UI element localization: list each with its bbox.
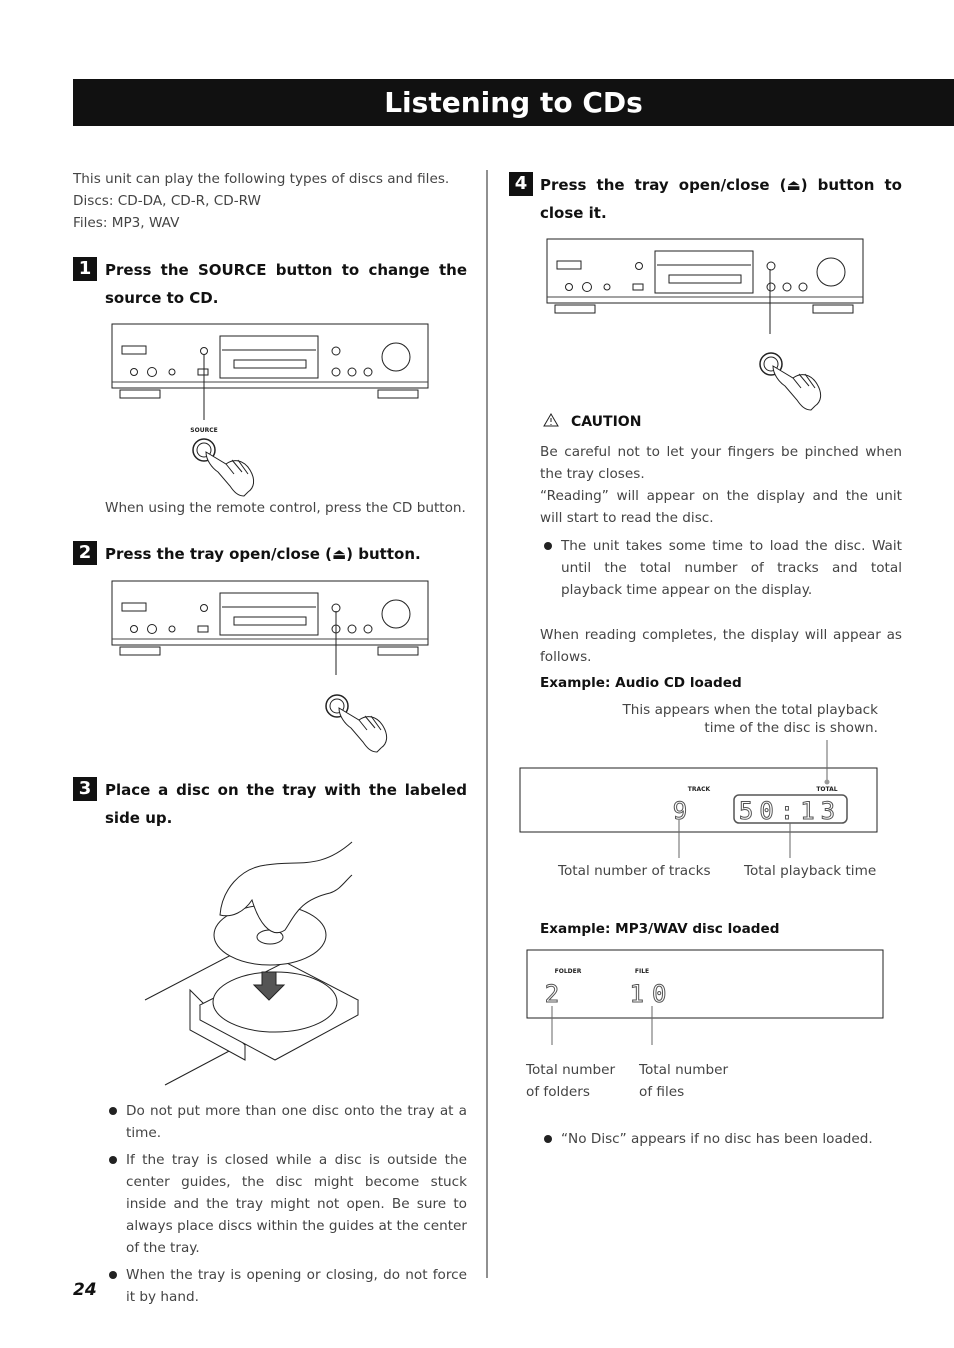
page-title: Listening to CDs: [73, 79, 954, 126]
readout: 50:13: [739, 797, 841, 825]
step-number: 4: [509, 172, 533, 196]
callout: This appears when the total playback tim…: [622, 702, 878, 736]
readout: 9: [673, 797, 687, 825]
button-label: SOURCE: [190, 427, 217, 434]
intro-line: Files: MP3, WAV: [73, 215, 180, 231]
step-note: When using the remote control, press the…: [105, 500, 466, 516]
indicator: FOLDER: [555, 968, 582, 975]
step-heading: Press the SOURCE button to change the so…: [105, 261, 467, 307]
bullet: The unit takes some time to load the dis…: [540, 535, 902, 601]
device-drawing: [111, 323, 429, 399]
hand-drawing: [192, 438, 255, 497]
paragraph: “Reading” will appear on the display and…: [540, 488, 902, 526]
bullet: Do not put more than one disc onto the t…: [105, 1100, 467, 1144]
device-drawing: [111, 580, 429, 656]
display-panel: [527, 950, 883, 1018]
caution-icon: [544, 414, 558, 426]
hand-drawing: [759, 352, 822, 411]
step-number: 1: [73, 257, 97, 281]
readout: 2: [545, 980, 559, 1008]
intro-line: Discs: CD-DA, CD-R, CD-RW: [73, 193, 261, 209]
bullet-list: Do not put more than one disc onto the t…: [105, 1100, 467, 1308]
indicator: FILE: [635, 968, 649, 975]
step-heading: Press the tray open/close (⏏) button.: [105, 545, 421, 563]
intro: This unit can play the following types o…: [73, 168, 473, 234]
caption: Total number of folders: [526, 1062, 616, 1100]
indicator: TOTAL: [816, 786, 837, 793]
indicator: TRACK: [688, 786, 711, 793]
example-title: Example: Audio CD loaded: [540, 675, 742, 691]
caption: Total playback time: [744, 863, 877, 879]
readout: 10: [630, 980, 675, 1008]
hand-drawing: [325, 694, 388, 753]
bullet: “No Disc” appears if no disc has been lo…: [540, 1128, 902, 1150]
step-number: 3: [73, 777, 97, 801]
step-heading: Press the tray open/close (⏏) button to …: [540, 176, 902, 222]
caption: Total number of tracks: [558, 863, 711, 879]
paragraph: Be careful not to let your fingers be pi…: [540, 444, 902, 482]
caution-text: Be careful not to let your fingers be pi…: [540, 441, 902, 601]
pointer-dot: [824, 779, 830, 785]
step-heading: Place a disc on the tray with the labele…: [105, 781, 467, 827]
caption: Total number of files: [639, 1062, 729, 1100]
step-number: 2: [73, 541, 97, 565]
example-title: Example: MP3/WAV disc loaded: [540, 921, 780, 937]
intro-line: This unit can play the following types o…: [73, 171, 450, 187]
device-drawing: [546, 238, 864, 314]
disc-drawing: [145, 842, 358, 1085]
display-panel: [520, 768, 877, 832]
page-number: 24: [73, 1280, 97, 1300]
bullet: “No Disc” appears if no disc has been lo…: [540, 1128, 902, 1150]
caution-title: CAUTION: [571, 414, 642, 430]
bullet: If the tray is closed while a disc is ou…: [105, 1149, 467, 1259]
bullet: When the tray is opening or closing, do …: [105, 1264, 467, 1308]
paragraph: When reading completes, the display will…: [540, 627, 902, 665]
